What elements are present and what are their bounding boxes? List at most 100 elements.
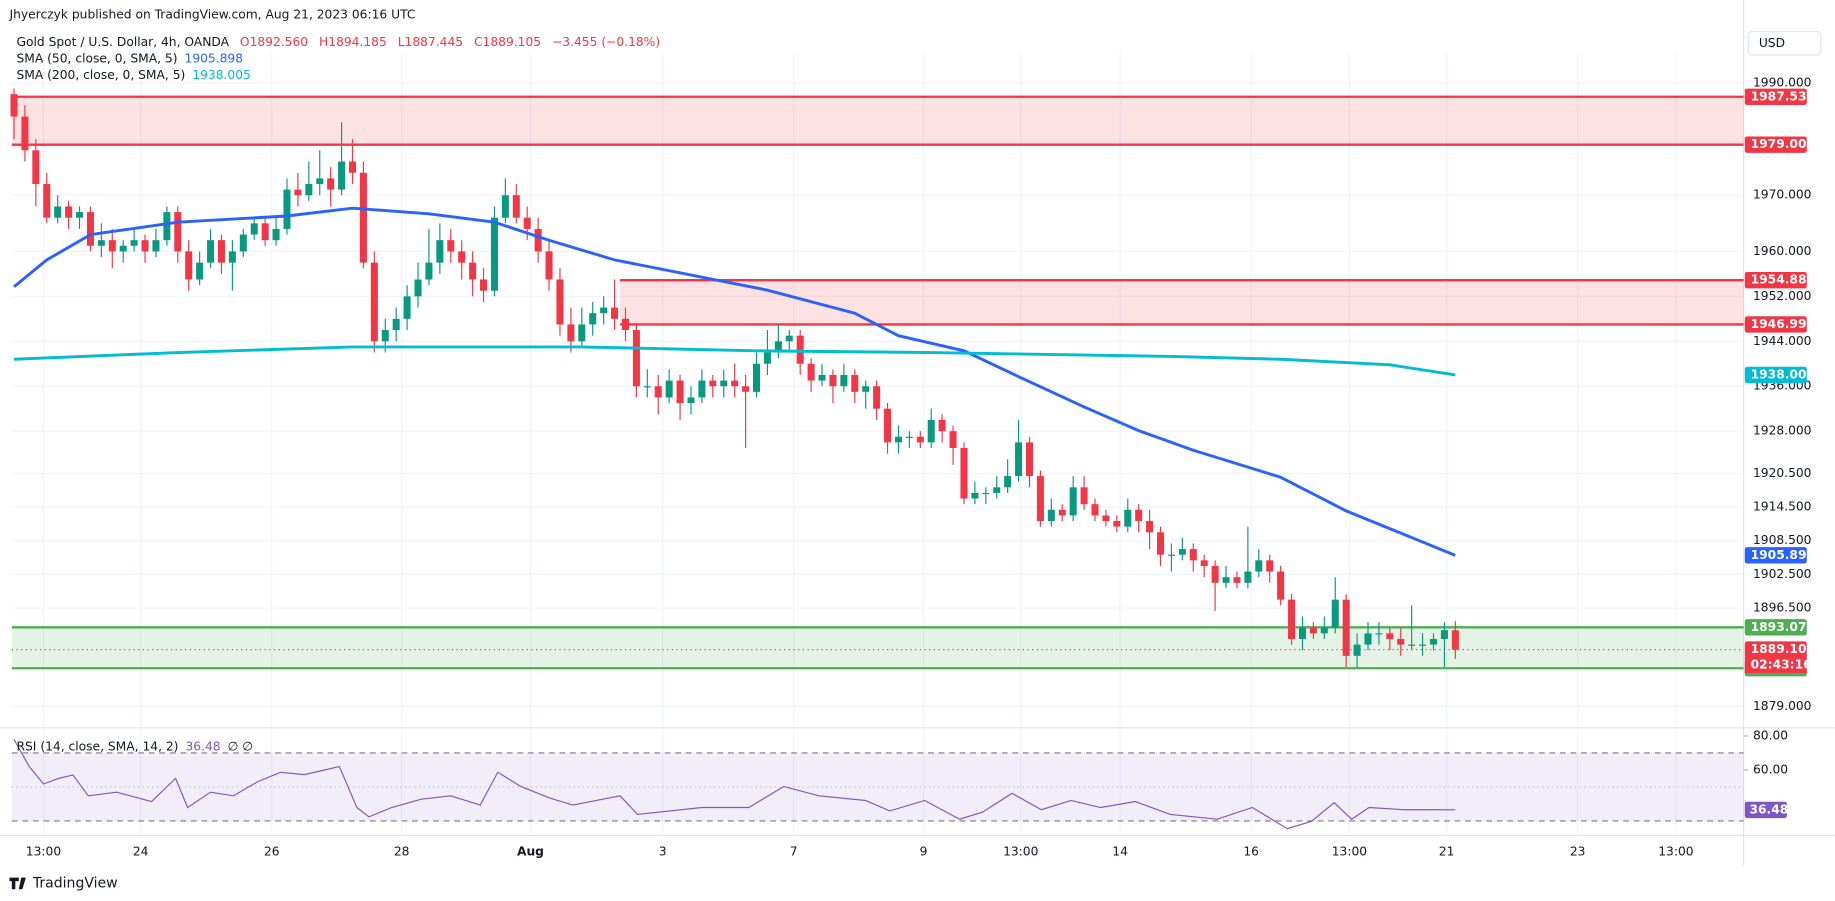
candle-body [54, 206, 62, 218]
symbol: Gold Spot / U.S. Dollar, 4h, OANDA [17, 35, 230, 49]
candle-body [1408, 644, 1416, 646]
candle-body [1288, 599, 1296, 639]
candle-body [1298, 627, 1306, 639]
candle-body [1036, 476, 1044, 522]
candle-body [327, 178, 335, 190]
candle-body [774, 341, 782, 353]
x-tick-label: 14 [1112, 844, 1128, 858]
candle-body [381, 330, 389, 342]
currency-button[interactable] [1747, 31, 1822, 56]
candle-body [698, 380, 706, 398]
x-tick-label: 13:00 [1658, 844, 1693, 858]
candle-body [1015, 442, 1023, 477]
ohlc: L1887.445 [398, 35, 463, 49]
candle-body [436, 240, 444, 263]
candle-body [97, 240, 105, 246]
sma-badge-label: 1938.005 [1751, 367, 1815, 381]
y-tick-label: 1944.000 [1753, 334, 1812, 348]
candle-body [1004, 476, 1012, 488]
candle-body [338, 161, 346, 190]
candle-body [523, 217, 531, 229]
candle-body [480, 279, 488, 291]
candle-body [763, 352, 771, 364]
candle-body [1058, 509, 1066, 516]
candle-body [32, 150, 40, 184]
candle-body [632, 330, 640, 387]
y-tick-label: 1952.000 [1753, 289, 1812, 303]
currency[interactable]: USD [1759, 36, 1785, 50]
candle-body [818, 374, 826, 381]
candle-body [916, 436, 924, 443]
candle-body [600, 307, 608, 314]
candle-body [1189, 549, 1197, 561]
y-tick-label: 1879.000 [1753, 699, 1812, 713]
candle-body [545, 251, 553, 280]
ohlc: H1894.185 [319, 35, 387, 49]
candle-body [873, 386, 881, 409]
candle-body [272, 228, 280, 241]
footer-logo: TradingView [9, 875, 118, 891]
zone-badge [1744, 619, 1807, 636]
zone-badge [1744, 88, 1807, 105]
candle-body [1429, 638, 1438, 645]
rsi-badge [1744, 801, 1787, 819]
legend-value: 1938.005 [192, 67, 251, 81]
candle-body [1167, 554, 1175, 556]
candle-body [1233, 577, 1241, 583]
zone [11, 627, 1744, 669]
candle-body [971, 492, 979, 499]
candle-body [185, 251, 193, 280]
candle-body [228, 251, 236, 263]
rsi-legend-na: ∅ ∅ [228, 739, 253, 753]
sma-badge-label: 1905.898 [1751, 548, 1815, 562]
candle-body [43, 183, 51, 218]
logo [9, 877, 26, 890]
candle-body [621, 318, 629, 331]
countdown-badge [1744, 656, 1807, 674]
candle-body [469, 262, 477, 280]
candle-body [316, 178, 324, 184]
y-tick-label: 1970.000 [1753, 188, 1812, 202]
candle-body [1375, 633, 1383, 635]
candle-body [512, 195, 520, 218]
candle-body [1025, 442, 1034, 477]
x-tick-label: 13:00 [1003, 844, 1038, 858]
candle-body [1255, 560, 1263, 572]
candle-body [589, 313, 597, 325]
candle-body [414, 279, 422, 297]
candle-body [217, 240, 225, 263]
candle-body [884, 408, 892, 443]
zone-badge [1744, 316, 1807, 333]
candle-body [1266, 560, 1274, 572]
candle-body [960, 447, 968, 499]
candle-body [785, 335, 793, 342]
candle-body [1102, 515, 1110, 522]
y-tick-label: 1928.000 [1753, 424, 1812, 438]
x-tick-label: 21 [1439, 844, 1455, 858]
y-tick-label: 1896.500 [1753, 601, 1812, 615]
candle-body [141, 240, 149, 252]
candle-body [1135, 509, 1143, 522]
zone-badge-label: 1987.530 [1751, 89, 1815, 103]
candle-body [829, 374, 837, 387]
candle-body [949, 431, 957, 448]
candle-body [807, 363, 815, 381]
x-tick-label: 23 [1570, 844, 1586, 858]
candle-body [86, 212, 94, 246]
candle-body [938, 419, 946, 432]
x-tick-label: 3 [659, 844, 667, 858]
candle-body [676, 380, 684, 404]
candle-body [152, 240, 160, 252]
candle-body [392, 318, 400, 331]
x-tick-label: 26 [264, 844, 280, 858]
candle-body [1364, 633, 1372, 645]
zone-badge-label: 1893.070 [1751, 620, 1815, 634]
candle-body [796, 335, 804, 364]
legend-entry: SMA (200, close, 0, SMA, 5) 1938.005 [17, 67, 251, 81]
candle-body [10, 94, 18, 117]
x-tick-label: 9 [920, 844, 928, 858]
candle-body [578, 324, 586, 342]
candle-body [1244, 571, 1252, 583]
ohlc: C1889.105 [474, 35, 541, 49]
